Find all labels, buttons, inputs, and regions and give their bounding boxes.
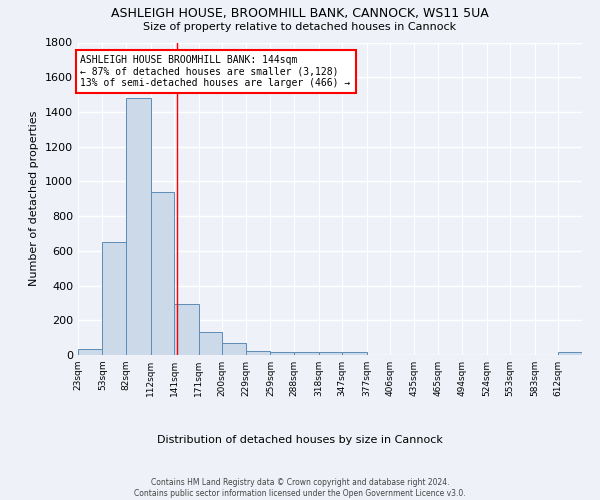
Bar <box>199 332 223 355</box>
Text: Contains HM Land Registry data © Crown copyright and database right 2024.
Contai: Contains HM Land Registry data © Crown c… <box>134 478 466 498</box>
Text: Size of property relative to detached houses in Cannock: Size of property relative to detached ho… <box>143 22 457 32</box>
Text: ASHLEIGH HOUSE BROOMHILL BANK: 144sqm
← 87% of detached houses are smaller (3,12: ASHLEIGH HOUSE BROOMHILL BANK: 144sqm ← … <box>80 54 350 88</box>
Bar <box>246 350 271 355</box>
Bar <box>559 352 582 355</box>
Bar <box>294 352 319 355</box>
Bar <box>103 242 126 355</box>
Text: ASHLEIGH HOUSE, BROOMHILL BANK, CANNOCK, WS11 5UA: ASHLEIGH HOUSE, BROOMHILL BANK, CANNOCK,… <box>111 8 489 20</box>
Bar <box>78 349 103 355</box>
Bar <box>342 352 367 355</box>
Bar <box>271 352 294 355</box>
Text: Distribution of detached houses by size in Cannock: Distribution of detached houses by size … <box>157 435 443 445</box>
Bar <box>126 98 151 355</box>
Bar <box>319 352 342 355</box>
Bar <box>223 343 246 355</box>
Y-axis label: Number of detached properties: Number of detached properties <box>29 111 40 286</box>
Bar <box>174 304 199 355</box>
Bar <box>151 192 174 355</box>
